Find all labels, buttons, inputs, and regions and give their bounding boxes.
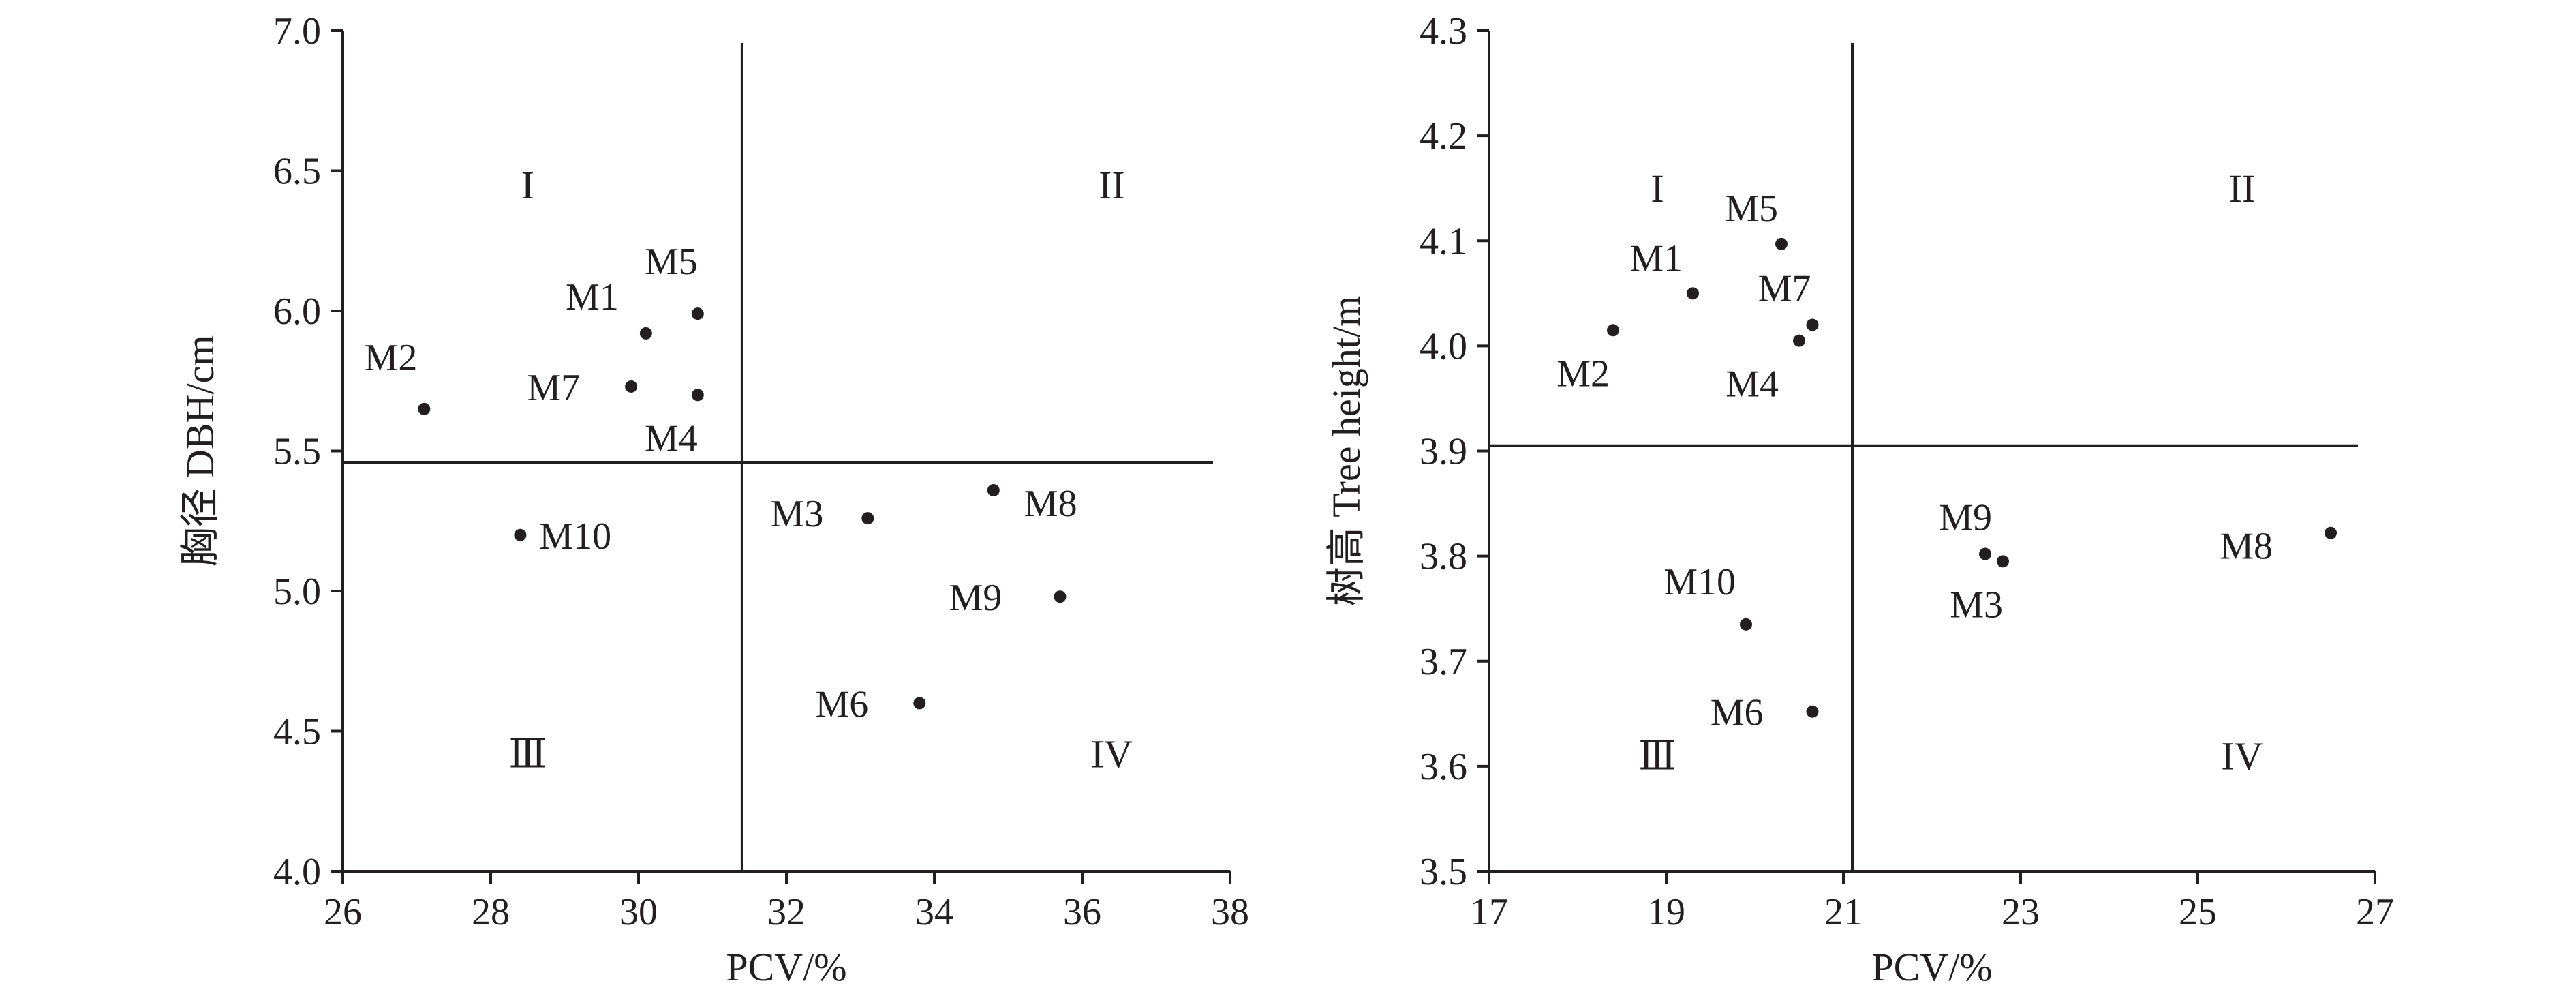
data-point — [1775, 237, 1788, 250]
point-label: M8 — [2220, 526, 2273, 568]
tree-height-scatter-chart: 3.5 3.6 3.7 3.8 3.9 4.0 4.1 4.2 4.3 17 19 21 23 25 27 P… — [1324, 10, 2394, 989]
data-point — [514, 528, 527, 541]
data-point — [1740, 618, 1752, 631]
x-tick-label: 28 — [472, 891, 510, 933]
quadrant-label: I — [521, 163, 534, 207]
x-tick-label: 36 — [1063, 891, 1101, 933]
x-tick-label: 23 — [2002, 891, 2040, 933]
data-point — [1687, 287, 1699, 300]
point-label: M2 — [1557, 352, 1610, 395]
quadrant-label: IV — [1091, 732, 1133, 776]
y-tick-label: 6.5 — [273, 151, 321, 193]
data-point — [1054, 590, 1067, 603]
point-label: M10 — [539, 515, 611, 558]
y-tick-label: 4.1 — [1420, 220, 1467, 262]
x-tick-label: 38 — [1211, 891, 1249, 933]
y-tick-label: 5.5 — [273, 431, 321, 473]
quadrant-label: II — [1099, 163, 1125, 207]
data-point — [1806, 705, 1819, 718]
y-tick-label: 3.6 — [1420, 746, 1467, 788]
dbh-scatter-chart: 4.0 4.5 5.0 5.5 6.0 6.5 7.0 26 28 30 32 34 36 38 PCV/%… — [178, 10, 1249, 989]
y-axis-title: 胸径 DBH/cm — [178, 335, 222, 567]
y-tick-label: 5.0 — [273, 571, 321, 613]
y-tick-label: 3.5 — [1420, 851, 1467, 893]
data-point — [691, 389, 704, 402]
y-tick-label: 4.3 — [1420, 10, 1467, 52]
quadrant-label: II — [2229, 166, 2256, 211]
quadrant-label: I — [1651, 166, 1663, 211]
point-label: M4 — [645, 417, 698, 460]
y-tick-label: 3.8 — [1420, 536, 1467, 578]
point-label: M2 — [365, 337, 418, 379]
y-tick-label: 4.2 — [1420, 115, 1467, 157]
x-tick-label: 19 — [1647, 891, 1685, 933]
point-label: M4 — [1726, 363, 1779, 406]
y-tick-label: 4.0 — [1420, 325, 1467, 367]
quadrant-label: IV — [2221, 734, 2263, 778]
point-label: M9 — [949, 577, 1002, 619]
x-tick-label: 25 — [2179, 891, 2217, 933]
point-label: M5 — [1725, 187, 1778, 230]
point-label: M1 — [566, 276, 619, 318]
data-point — [639, 327, 652, 340]
quadrant-label: Ⅲ — [508, 732, 547, 776]
quadrant-label: Ⅲ — [1638, 734, 1676, 778]
data-point — [1607, 324, 1619, 337]
point-label: M6 — [1711, 692, 1764, 734]
data-point — [418, 402, 431, 415]
point-label: M9 — [1939, 497, 1992, 539]
point-label: M1 — [1629, 237, 1683, 280]
x-tick-label: 30 — [619, 891, 658, 933]
data-point — [1806, 318, 1819, 331]
x-tick-label: 17 — [1470, 891, 1508, 933]
y-tick-label: 6.0 — [273, 290, 321, 333]
point-label: M10 — [1663, 561, 1736, 603]
data-point — [1979, 547, 1991, 560]
y-tick-label: 4.0 — [273, 851, 321, 893]
y-axis-title: 树高 Tree height/m — [1324, 296, 1368, 606]
y-tick-label: 3.9 — [1420, 431, 1467, 473]
y-tick-label: 4.5 — [273, 711, 321, 753]
x-tick-label: 21 — [1824, 891, 1862, 933]
y-tick-label: 3.7 — [1420, 641, 1467, 683]
point-label: M3 — [1950, 584, 2003, 626]
x-axis-title: PCV/% — [726, 945, 846, 989]
data-point — [1997, 555, 2009, 568]
x-tick-label: 27 — [2356, 891, 2394, 933]
data-point — [625, 380, 638, 393]
x-tick-label: 34 — [915, 891, 953, 933]
data-point — [2325, 526, 2337, 539]
y-tick-label: 7.0 — [273, 10, 321, 52]
data-point — [987, 484, 1000, 497]
point-label: M7 — [1758, 268, 1811, 310]
point-label: M7 — [527, 367, 580, 409]
data-point — [691, 307, 704, 320]
x-tick-label: 26 — [324, 891, 362, 933]
data-point — [861, 512, 874, 525]
x-tick-label: 32 — [767, 891, 806, 933]
point-label: M5 — [645, 241, 698, 283]
data-point — [913, 697, 926, 710]
point-label: M3 — [771, 493, 824, 535]
point-label: M8 — [1024, 483, 1077, 525]
point-label: M6 — [816, 683, 869, 725]
x-axis-title: PCV/% — [1871, 945, 1992, 989]
data-point — [1793, 334, 1805, 347]
